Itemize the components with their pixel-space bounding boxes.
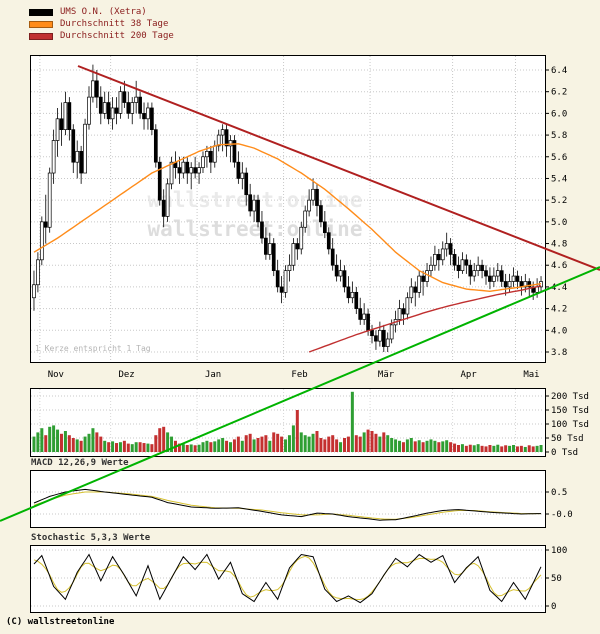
ma200-label: Durchschnitt 200 Tage <box>60 31 174 41</box>
ma38-label: Durchschnitt 38 Tage <box>60 19 169 29</box>
price-axis-label: 6.4 <box>551 66 567 76</box>
volume-axis-label: 0 Tsd <box>551 448 578 458</box>
price-axis-label: 6.2 <box>551 88 567 98</box>
macd-panel-title: MACD 12,26,9 Werte <box>31 458 129 468</box>
stochastic-panel <box>30 545 546 613</box>
volume-axis-label: 200 Tsd <box>551 392 589 402</box>
price-axis-label: 5.2 <box>551 196 567 206</box>
volume-axis-label: 100 Tsd <box>551 420 589 430</box>
month-label: Jan <box>205 370 221 380</box>
trendline-support <box>0 266 600 522</box>
volume-axis-label: 150 Tsd <box>551 406 589 416</box>
copyright-text: (C) wallstreetonline <box>6 617 115 627</box>
macd-axis-label: 0.5 <box>551 488 567 498</box>
ma38-line <box>33 143 542 293</box>
macd-grid: 0.5 -0.0 <box>31 488 573 520</box>
price-axis-label: 3.8 <box>551 348 567 358</box>
legend-item-price: UMS O.N. (Xetra) <box>29 6 174 18</box>
price-series-swatch <box>29 8 53 16</box>
month-label: Feb <box>291 370 307 380</box>
month-label: Mär <box>378 370 395 380</box>
ma200-swatch <box>29 32 53 40</box>
ma38-swatch <box>29 20 53 28</box>
month-label: Apr <box>460 370 477 380</box>
volume-axis-label: 50 Tsd <box>551 434 584 444</box>
month-label: Mai <box>523 370 539 380</box>
macd-axis-label: -0.0 <box>551 510 573 520</box>
price-axis-label: 6.0 <box>551 109 567 119</box>
stochastic-axis-label: 50 <box>551 574 562 584</box>
price-axis-label: 5.4 <box>551 174 567 184</box>
stochastic-grid: 100 50 0 <box>31 546 567 612</box>
candlestick-series <box>32 64 543 352</box>
price-axis-label: 5.0 <box>551 218 567 228</box>
price-axis-label: 4.6 <box>551 261 567 271</box>
price-axis-label: 4.0 <box>551 326 567 336</box>
price-series-label: UMS O.N. (Xetra) <box>60 7 147 17</box>
month-label: Nov <box>48 370 64 380</box>
price-axis-label: 5.6 <box>551 153 567 163</box>
month-grid: Nov Dez Jan Feb Mär Apr Mai <box>39 56 540 455</box>
stochastic-d-line <box>33 555 542 601</box>
stochastic-axis-label: 0 <box>551 602 556 612</box>
macd-panel <box>30 470 546 528</box>
price-axis-label: 5.8 <box>551 131 567 141</box>
price-axis-label: 4.2 <box>551 305 567 315</box>
macd-line <box>33 488 541 521</box>
trendline-resistance <box>77 65 600 271</box>
volume-grid: 200 Tsd 150 Tsd 100 Tsd 50 Tsd 0 Tsd <box>31 392 589 458</box>
price-axis-label: 4.8 <box>551 240 567 250</box>
price-grid: 6.4 6.2 6.0 5.8 5.6 5.4 5.2 5.0 4.8 4.6 4.4 4.2 4.0 3… <box>31 66 567 358</box>
stochastic-k-line <box>33 553 542 604</box>
legend-item-ma200: Durchschnitt 200 Tage <box>29 30 174 42</box>
stochastic-axis-label: 100 <box>551 546 567 556</box>
legend-item-ma38: Durchschnitt 38 Tage <box>29 18 174 30</box>
price-axis-label: 4.4 <box>551 283 567 293</box>
legend: UMS O.N. (Xetra) Durchschnitt 38 Tage Du… <box>29 6 174 42</box>
ma200-line <box>308 285 542 353</box>
stochastic-panel-title: Stochastic 5,3,3 Werte <box>31 533 151 543</box>
month-label: Dez <box>118 370 134 380</box>
candle-interval-note: 1 Kerze entspricht 1 Tag <box>35 344 151 353</box>
